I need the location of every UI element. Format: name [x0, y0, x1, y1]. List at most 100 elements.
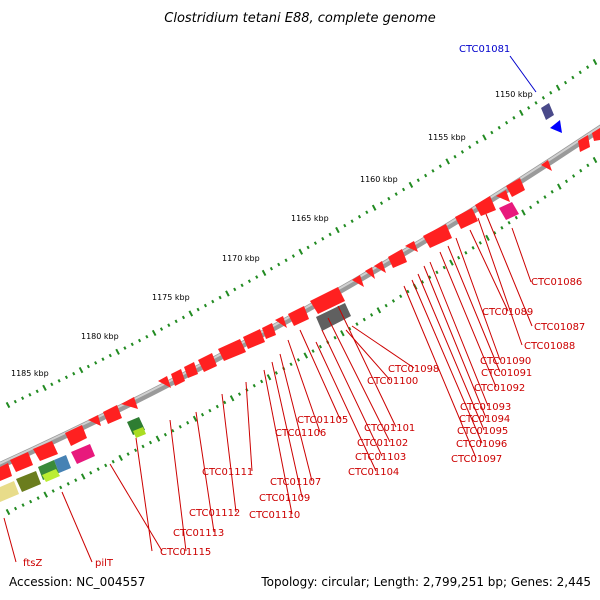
scale-tick-minor: [74, 478, 78, 482]
gene-arrow[interactable]: [374, 261, 386, 273]
scale-tick-minor: [464, 251, 468, 255]
gene-label[interactable]: CTC01086: [531, 277, 582, 288]
scale-tick-minor: [431, 169, 435, 173]
gene-arrow[interactable]: [365, 267, 375, 279]
highlighted-gene-label[interactable]: CTC01081: [459, 44, 510, 55]
gene-arrow[interactable]: [262, 323, 276, 339]
scale-tick-major: [80, 473, 86, 480]
gene-arrow[interactable]: [506, 178, 525, 197]
scale-tick-minor: [536, 200, 540, 205]
leader-line: [61, 491, 93, 563]
gene-label[interactable]: CTC01113: [173, 528, 224, 539]
scale-tick-major: [303, 352, 309, 359]
scale-tick-minor: [365, 210, 369, 215]
gene-label[interactable]: CTC01101: [364, 423, 415, 434]
gene-arrow[interactable]: [388, 249, 407, 268]
gene-arrow[interactable]: [121, 397, 138, 409]
gene-label[interactable]: CTC01109: [259, 493, 310, 504]
gene-label[interactable]: CTC01092: [474, 383, 525, 394]
scale-tick-minor: [29, 499, 33, 504]
scale-tick-major: [519, 109, 524, 116]
gene-arrow[interactable]: [218, 339, 246, 361]
gene-arrow[interactable]: [198, 353, 217, 372]
gene-label[interactable]: CTC01102: [357, 438, 408, 449]
scale-tick-minor: [468, 145, 472, 149]
gene-label[interactable]: pilT: [95, 558, 114, 569]
gene-label[interactable]: CTC01100: [367, 376, 418, 387]
gene-label[interactable]: CTC01104: [348, 467, 399, 478]
leader-line: [455, 237, 501, 361]
gene-feature-gray[interactable]: [316, 303, 351, 331]
scale-tick-minor: [203, 303, 208, 308]
gene-arrow[interactable]: [65, 425, 87, 446]
gene-arrow[interactable]: [578, 135, 590, 152]
gene-arrow[interactable]: [33, 441, 58, 461]
gene-label[interactable]: CTC01087: [534, 322, 585, 333]
gene-feature-lime[interactable]: [42, 469, 60, 482]
gene-label[interactable]: CTC01088: [524, 341, 575, 352]
gene-label[interactable]: CTC01091: [481, 368, 532, 379]
gene-label[interactable]: CTC01098: [388, 364, 439, 375]
gene-arrow[interactable]: [352, 275, 364, 287]
scale-tick-minor: [550, 190, 554, 194]
gene-arrow[interactable]: [184, 362, 198, 378]
gene-feature-pink[interactable]: [71, 444, 95, 464]
gene-arrow[interactable]: [88, 415, 101, 426]
gene-arrow[interactable]: [423, 224, 452, 248]
scale-tick-minor: [529, 205, 533, 210]
leader-line: [109, 463, 163, 552]
gene-label[interactable]: CTC01095: [457, 426, 508, 437]
gene-feature-lime[interactable]: [133, 427, 146, 438]
gene-label[interactable]: CTC01111: [202, 467, 253, 478]
gene-label[interactable]: CTC01096: [456, 439, 507, 450]
gene-label[interactable]: CTC01094: [459, 414, 510, 425]
gene-arrow[interactable]: [496, 190, 510, 202]
gene-label[interactable]: CTC01110: [249, 510, 300, 521]
gene-label[interactable]: CTC01103: [355, 452, 406, 463]
gene-arrow[interactable]: [158, 376, 171, 388]
highlighted-gene[interactable]: CTC01081: [459, 44, 562, 133]
gene-feature-olive[interactable]: [16, 471, 41, 492]
scale-tick-minor: [379, 201, 384, 206]
gene-arrow[interactable]: [0, 463, 12, 481]
gene-feature-blue[interactable]: [54, 455, 71, 473]
gene-arrow[interactable]: [455, 208, 478, 229]
gene-arrow[interactable]: [103, 405, 122, 424]
gene-label[interactable]: CTC01107: [270, 477, 321, 488]
scale-tick-minor: [306, 245, 310, 250]
gene-arrow[interactable]: [288, 306, 309, 326]
gene-label[interactable]: CTC01093: [460, 402, 511, 413]
gene-label[interactable]: CTC01105: [297, 415, 348, 426]
gene-arrow[interactable]: [592, 128, 600, 141]
gene-label[interactable]: CTC01090: [480, 356, 531, 367]
gene-label[interactable]: CTC01089: [482, 307, 533, 318]
scale-tick-minor: [428, 275, 432, 279]
scale-tick-minor: [435, 270, 439, 275]
gene-feature-pink[interactable]: [499, 202, 519, 220]
gene-arrow[interactable]: [10, 452, 33, 472]
gene-arrow[interactable]: [310, 287, 345, 314]
gene-label[interactable]: CTC01112: [189, 508, 240, 519]
scale-tick-minor: [296, 358, 300, 362]
gene-label[interactable]: CTC01106: [275, 428, 326, 439]
leader-line: [321, 329, 383, 457]
scale-tick-minor: [563, 80, 568, 85]
gene-arrow[interactable]: [275, 316, 287, 328]
leader-line: [287, 339, 321, 433]
gene-label[interactable]: CTC01097: [451, 454, 502, 465]
gene-arrow[interactable]: [243, 329, 265, 349]
scale-tick-major: [261, 269, 267, 277]
scale-tick-minor: [493, 231, 497, 235]
gene-arrow[interactable]: [171, 369, 185, 386]
scale-tick-minor: [471, 246, 475, 250]
gene-feature-khaki[interactable]: [0, 481, 19, 502]
scale-tick-minor: [123, 346, 127, 350]
scale-tick-major: [266, 374, 272, 381]
gene-arrow[interactable]: [405, 241, 418, 252]
scale-tick-minor: [420, 280, 425, 284]
gene-arrow[interactable]: [475, 196, 496, 216]
gene-arrow[interactable]: [541, 160, 552, 171]
gene-label[interactable]: CTC01115: [160, 547, 211, 558]
scale-tick-major: [592, 156, 598, 164]
gene-label[interactable]: ftsZ: [23, 558, 42, 569]
